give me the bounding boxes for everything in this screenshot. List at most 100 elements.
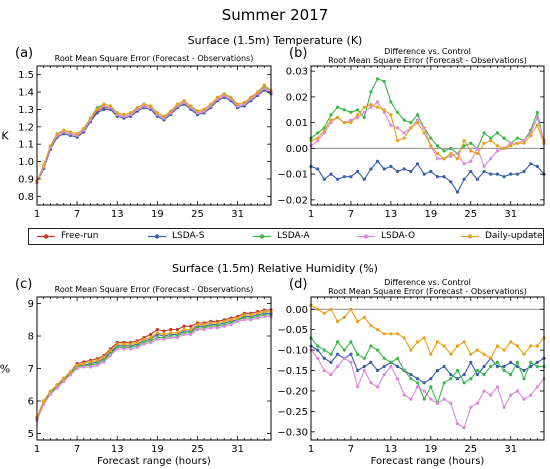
data-point (395, 169, 400, 174)
y-tick-label: 9 (28, 299, 34, 310)
data-point (102, 102, 106, 106)
data-point (316, 307, 320, 311)
data-point (162, 329, 166, 333)
data-point (429, 397, 433, 401)
data-point (202, 107, 206, 111)
data-point (495, 149, 499, 153)
data-point (336, 364, 340, 369)
x-tick-label: 1 (34, 209, 40, 220)
panel-label: (a) (15, 46, 33, 61)
data-point (189, 332, 193, 336)
series-line (36, 311, 271, 418)
data-point (415, 377, 420, 381)
data-point (382, 364, 386, 369)
series-line (310, 104, 545, 160)
data-point (462, 381, 466, 385)
data-point (155, 327, 159, 332)
series-lsda-o (35, 314, 273, 423)
data-point (415, 381, 420, 385)
y-tick-label: 0.02 (286, 92, 308, 103)
figure-title: Summer 2017 (221, 6, 329, 24)
data-point (522, 139, 526, 143)
data-point (215, 321, 220, 325)
x-tick-label: 31 (504, 444, 517, 455)
panel-title: Difference vs. Control (384, 47, 471, 56)
data-point (155, 331, 159, 335)
data-point (389, 332, 393, 336)
data-point (409, 397, 413, 401)
data-point (435, 368, 440, 373)
y-axis-label: K (1, 130, 9, 143)
data-point (349, 110, 353, 114)
data-point (189, 104, 193, 108)
x-tick-label: 1 (308, 444, 314, 455)
data-point (382, 79, 386, 83)
data-point (415, 340, 420, 344)
data-point (502, 368, 506, 373)
data-point (529, 360, 533, 364)
data-point (482, 389, 486, 393)
x-tick-label: 25 (191, 209, 204, 220)
legend-swatch-marker (467, 234, 473, 239)
x-tick-label: 7 (348, 209, 354, 220)
data-point (48, 144, 53, 148)
x-tick-label: 31 (504, 209, 517, 220)
data-point (415, 385, 420, 389)
data-point (229, 318, 233, 322)
y-tick-label: 1.1 (18, 140, 34, 151)
data-point (82, 127, 86, 131)
data-point (209, 326, 213, 330)
data-point (402, 368, 406, 373)
x-tick-label: 13 (111, 209, 124, 220)
data-point (515, 344, 520, 348)
x-tick-label: 19 (151, 209, 164, 220)
data-point (435, 151, 440, 156)
data-point (529, 162, 533, 166)
data-point (376, 328, 380, 332)
data-point (222, 92, 226, 96)
data-point (342, 348, 346, 352)
data-point (356, 352, 360, 356)
data-point (229, 323, 233, 327)
data-point (515, 360, 520, 364)
data-point (502, 348, 506, 352)
x-tick-label: 13 (385, 444, 398, 455)
legend-label: Free-run (61, 231, 99, 241)
data-point (395, 377, 400, 381)
data-point (462, 426, 466, 430)
series-lsda-s (35, 311, 273, 421)
series-daily-update (309, 303, 546, 360)
data-point (129, 347, 133, 351)
panel-a: (a) Root Mean Square Error (Forecast - Ob… (1, 46, 273, 220)
data-point (415, 113, 420, 117)
data-point (422, 336, 426, 340)
data-point (149, 104, 153, 108)
legend-swatch-marker (154, 234, 160, 239)
data-point (449, 377, 453, 381)
data-point (62, 128, 66, 132)
data-point (135, 340, 139, 345)
data-point (336, 177, 340, 181)
data-point (455, 368, 460, 373)
data-point (522, 169, 526, 174)
data-point (449, 401, 453, 405)
data-point (329, 360, 333, 364)
data-point (509, 373, 513, 377)
data-point (409, 169, 413, 174)
series-line (310, 101, 545, 168)
panel-label: (d) (289, 277, 307, 292)
data-point (182, 332, 186, 336)
data-point (515, 389, 520, 393)
data-point (382, 356, 386, 360)
data-point (55, 386, 59, 390)
data-point (369, 103, 373, 107)
data-point (382, 110, 386, 114)
data-point (322, 128, 326, 132)
data-point (442, 149, 446, 153)
data-point (422, 131, 426, 135)
data-point (469, 405, 473, 409)
data-point (462, 139, 466, 143)
data-point (122, 342, 126, 346)
data-point (382, 373, 386, 377)
